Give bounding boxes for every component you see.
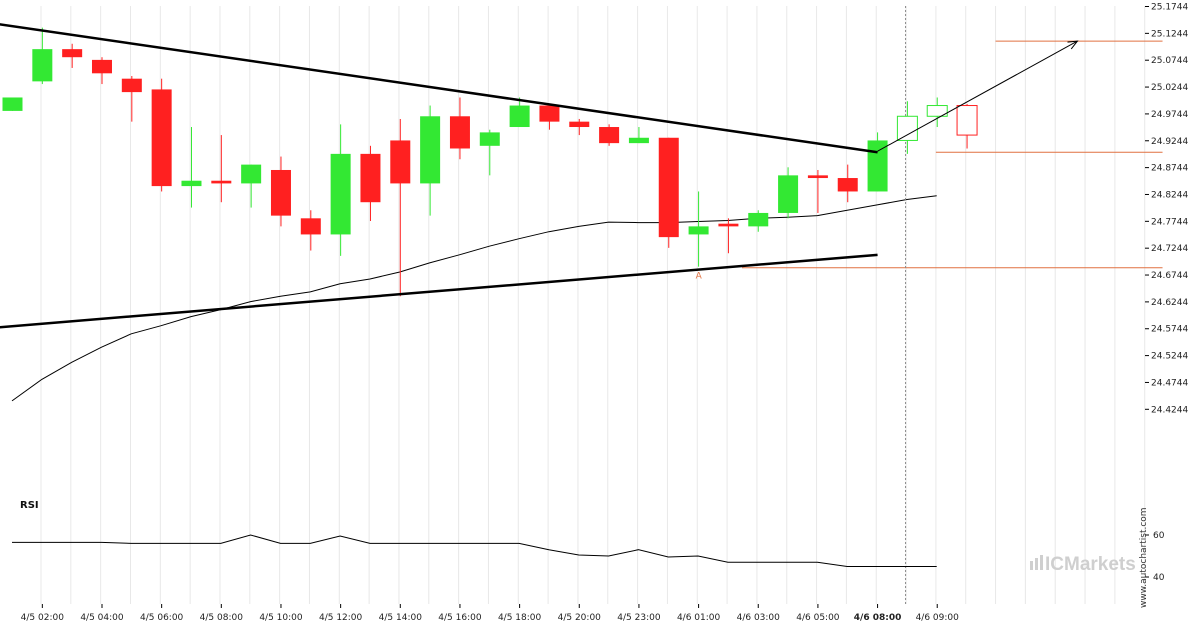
x-axis-tick-label: 4/6 03:00 [737,613,781,623]
y-axis-tick-label: 24.8744 [1151,164,1188,174]
rsi-axis-tick-label: 40 [1153,573,1165,583]
x-axis-tick-label: 4/5 18:00 [498,613,542,623]
y-axis-tick-label: 24.4244 [1151,405,1188,415]
candle-up [778,175,799,213]
candle-up [420,116,441,184]
x-axis-tick-label: 4/5 06:00 [140,613,184,623]
y-axis-tick-label: 24.7244 [1151,244,1188,254]
moving-average [11,195,937,402]
x-axis-tick-label: 4/5 10:00 [259,613,303,623]
forecast-candle-up [926,105,948,117]
y-axis-tick-label: 25.0244 [1151,83,1188,93]
x-axis-tick-label: 4/6 05:00 [796,613,840,623]
point-label-a: A [696,272,703,282]
candle-down [91,59,112,74]
candle-up [867,140,888,192]
axes: 25.1744 25.1244 25.0744 25.0244 24.9744 24.92… [21,3,1189,624]
y-axis-tick-label: 24.9744 [1151,110,1188,120]
candle-down [62,49,83,58]
candle-up [32,49,53,82]
candle-down [807,175,828,179]
candle-up [241,164,262,184]
grid [40,6,1146,604]
candle-up [330,153,351,235]
y-axis-tick-label: 24.9244 [1151,137,1188,147]
candle-up [479,132,500,146]
rsi-label: RSI [20,500,39,511]
candle-down [300,218,321,235]
candle-down [569,121,590,128]
logo-bar-2 [1035,558,1038,570]
x-axis-tick-label: 4/5 20:00 [558,613,602,623]
logo: ICMarkets [1030,554,1136,575]
candle-down [360,153,381,203]
y-axis-tick-label: 24.6244 [1151,298,1188,308]
candle-down [539,105,560,122]
candle-down [449,116,470,149]
x-axis-tick-label: 4/5 16:00 [438,613,482,623]
candle-up [688,226,709,235]
x-axis-tick-label: 4/5 02:00 [21,613,65,623]
pattern-lines: A [0,23,1079,329]
lower-trendline [0,253,878,329]
candle-down [270,169,291,216]
logo-bar-3 [1040,555,1043,570]
y-axis-tick-label: 25.1744 [1151,3,1188,13]
candle-up [2,97,23,111]
x-axis-tick-label: 4/5 08:00 [200,613,244,623]
moving-average-line [11,195,937,402]
candle-down [390,140,411,184]
y-axis-tick-label: 24.8244 [1151,190,1188,200]
candle-down [211,180,232,184]
upper-trendline [0,23,878,154]
candles [2,27,978,297]
forecast-candle-up [896,115,918,141]
candle-up [628,137,649,144]
candle-up [509,105,530,128]
levels [742,6,1163,604]
y-axis-tick-label: 25.0744 [1151,56,1188,66]
y-axis-tick-label: 24.5744 [1151,325,1188,335]
breakout-arrow-head [1067,40,1079,50]
y-axis-tick-label: 24.7744 [1151,217,1188,227]
x-axis-tick-label: 4/5 12:00 [319,613,363,623]
logo-text: ICMarkets [1045,554,1136,575]
forecast-candle-down [956,105,978,136]
y-axis-tick-label: 24.6744 [1151,271,1188,281]
y-axis-tick-label: 24.5244 [1151,352,1188,362]
rsi-axis-tick-label: 60 [1153,531,1165,541]
candle-down [837,178,858,192]
x-axis-tick-label: 4/6 08:00 [854,613,902,623]
candle-up [181,180,202,187]
x-axis-tick-label: 4/5 04:00 [80,613,124,623]
x-axis-tick-label: 4/5 14:00 [379,613,423,623]
logo-bar-1 [1030,561,1033,570]
x-axis-tick-label: 4/6 09:00 [916,613,960,623]
y-axis-tick-label: 25.1244 [1151,29,1188,39]
candle-down [718,223,739,227]
candle-down [599,127,620,144]
x-axis-tick-label: 4/5 23:00 [617,613,661,623]
rsi-line [12,534,937,567]
candle-down [121,78,142,93]
candle-down [658,137,679,238]
rsi-panel [12,534,937,567]
candle-up [748,212,769,227]
candle-down [151,89,172,187]
y-axis-tick-label: 24.4744 [1151,378,1188,388]
x-axis-tick-label: 4/6 01:00 [677,613,721,623]
breakout-arrow-line [877,40,1078,152]
watermark-vertical: www.autochartist.com [1139,507,1149,608]
